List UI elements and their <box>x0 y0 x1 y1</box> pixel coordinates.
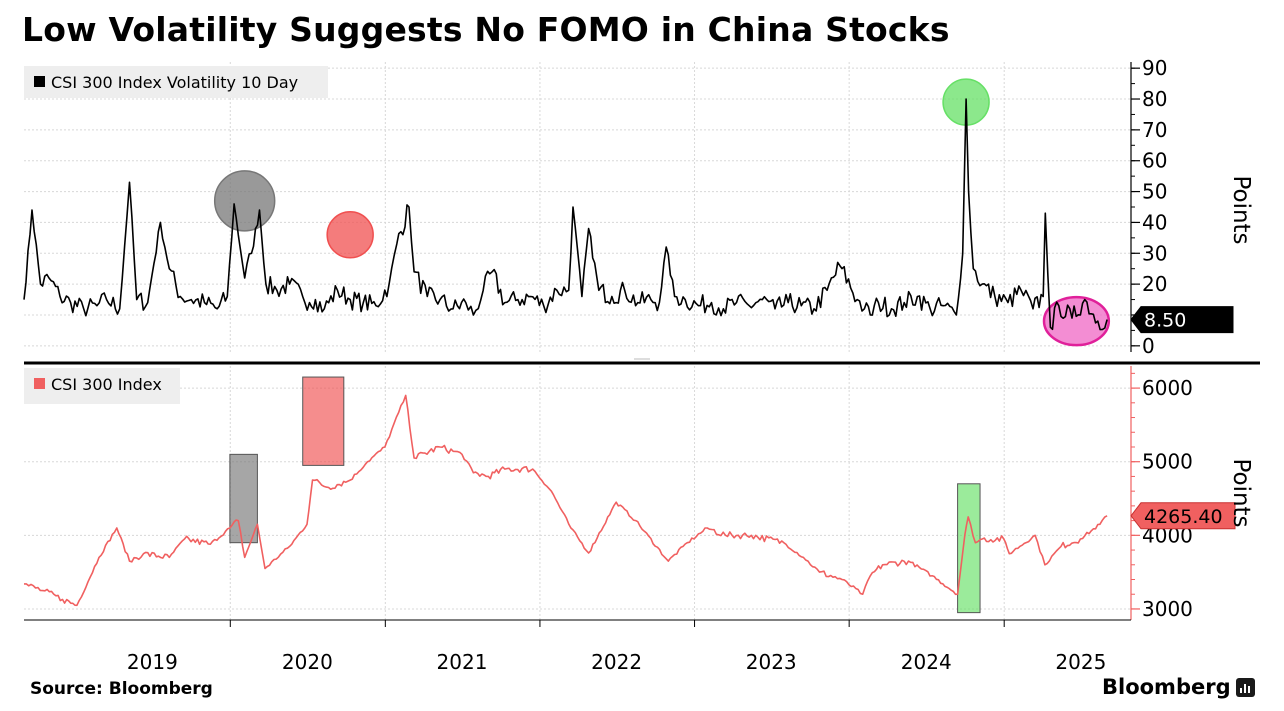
highlight-box <box>229 453 258 544</box>
y-tick-label: 20 <box>1142 272 1167 296</box>
y-tick-label: 70 <box>1142 118 1167 142</box>
x-tick-label: 2025 <box>1055 650 1106 674</box>
last-value-label: 4265.40 <box>1144 506 1223 528</box>
y-tick-label: 6000 <box>1142 376 1193 400</box>
highlight-circle <box>213 170 276 232</box>
y-tick-label: 80 <box>1142 87 1167 111</box>
x-tick-label: 2024 <box>901 650 952 674</box>
volatility-y-axis: 01020304050607080908.50 <box>1130 56 1234 358</box>
y-tick-label: 0 <box>1142 334 1155 358</box>
volatility-legend-box <box>24 66 328 98</box>
index-legend-label: CSI 300 Index <box>51 375 162 394</box>
x-tick-label: 2020 <box>282 650 333 674</box>
last-value-tag <box>1130 502 1236 530</box>
volatility-annotations <box>213 78 1111 347</box>
volatility-gridlines <box>24 62 1130 352</box>
bloomberg-terminal-icon <box>1236 678 1255 697</box>
volatility-legend-swatch <box>34 76 45 87</box>
x-axis: 2019 2020 2021 2022 2023 2024 2025 <box>24 619 1131 674</box>
volatility-legend-label: CSI 300 Index Volatility 10 Day <box>51 73 298 92</box>
y-tick-label: 50 <box>1142 180 1167 204</box>
y-tick-label: 30 <box>1142 241 1167 265</box>
y-tick-label: 3000 <box>1142 597 1193 621</box>
brand-logo: Bloomberg <box>1102 675 1231 699</box>
volatility-panel: 01020304050607080908.50 CSI 300 Index Vo… <box>23 56 1254 358</box>
highlight-box <box>957 483 981 614</box>
last-value-tag <box>1130 306 1234 334</box>
index-gridlines <box>24 366 1130 620</box>
x-tick-label: 2022 <box>591 650 642 674</box>
index-legend-swatch <box>34 378 45 389</box>
x-tick-label: 2023 <box>746 650 797 674</box>
y-tick-label: 90 <box>1142 56 1167 80</box>
series-line <box>23 98 1108 331</box>
chart-title: Low Volatility Suggests No FOMO in China… <box>22 10 950 49</box>
index-series <box>24 394 1108 607</box>
index-annotations <box>229 376 981 614</box>
last-value-label: 8.50 <box>1144 310 1186 332</box>
source-note: Source: Bloomberg <box>30 679 213 699</box>
highlight-box <box>302 376 345 466</box>
y-tick-label: 60 <box>1142 149 1167 173</box>
index-legend-box <box>24 368 180 404</box>
volatility-series <box>23 98 1108 331</box>
volatility-y-axis-title: Points <box>1228 175 1254 244</box>
y-tick-label: 5000 <box>1142 450 1193 474</box>
series-line <box>24 394 1108 607</box>
x-tick-label: 2019 <box>127 650 178 674</box>
x-tick-label: 2021 <box>437 650 488 674</box>
highlight-circle <box>326 211 374 259</box>
y-tick-label: 40 <box>1142 210 1167 234</box>
index-y-axis-title: Points <box>1228 458 1254 527</box>
